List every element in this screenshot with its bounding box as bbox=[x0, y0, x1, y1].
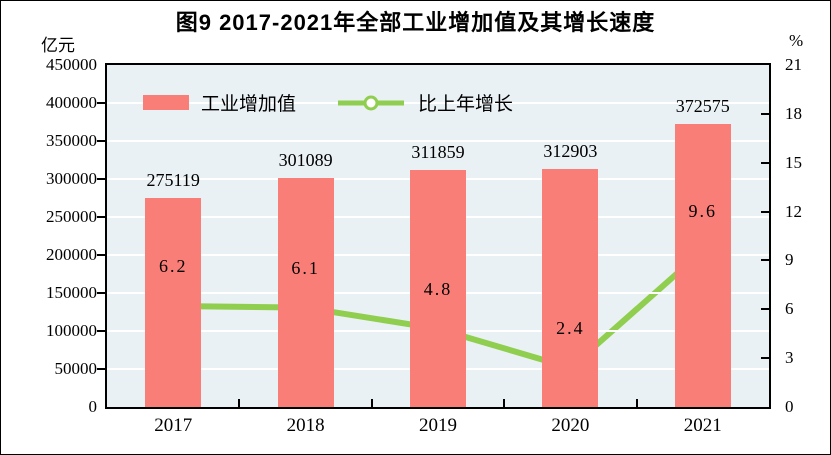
line-value-label: 6.1 bbox=[291, 257, 320, 278]
line-value-label: 4.8 bbox=[423, 278, 453, 299]
right-axis-tick bbox=[761, 259, 769, 262]
line-value-label: 9.6 bbox=[688, 200, 718, 221]
right-axis-tick-label: 18 bbox=[785, 103, 802, 123]
left-axis-tick bbox=[97, 330, 105, 332]
right-axis-tick-label: 21 bbox=[785, 55, 802, 74]
x-axis-label-2021: 2021 bbox=[683, 415, 722, 436]
line-series-label: 比上年增长 bbox=[418, 94, 514, 115]
gridline bbox=[107, 140, 769, 142]
left-axis-tick bbox=[97, 216, 105, 218]
x-axis-tick bbox=[370, 399, 373, 407]
x-axis-label-2018: 2018 bbox=[286, 415, 325, 436]
right-axis-tick bbox=[761, 308, 769, 311]
left-axis-tick-label: 50000 bbox=[54, 359, 98, 378]
left-axis-tick bbox=[97, 140, 105, 142]
bar-value-label: 372575 bbox=[675, 95, 730, 116]
left-axis-tick-label: 100000 bbox=[46, 321, 97, 340]
right-axis-tick bbox=[761, 357, 769, 360]
right-axis-unit-label: % bbox=[789, 31, 804, 50]
right-axis-tick-label: 15 bbox=[785, 152, 802, 172]
left-axis-tick-label: 200000 bbox=[46, 245, 97, 264]
bar-value-label: 312903 bbox=[543, 141, 598, 162]
right-axis-tick-label: 6 bbox=[785, 299, 794, 319]
legend-item-growth-rate: 比上年增长 bbox=[336, 89, 513, 116]
bar-2021 bbox=[674, 123, 731, 407]
right-axis-tick-label: 3 bbox=[785, 348, 794, 368]
x-axis-tick bbox=[503, 399, 506, 407]
legend-item-industrial-value: 工业增加值 bbox=[143, 89, 296, 116]
bar-value-label: 275119 bbox=[146, 169, 200, 190]
bar-2017 bbox=[145, 197, 202, 407]
x-axis-label-2020: 2020 bbox=[551, 415, 590, 436]
line-value-label: 6.2 bbox=[158, 256, 188, 277]
bar-series-label: 工业增加值 bbox=[201, 94, 297, 115]
left-axis-tick-label: 400000 bbox=[46, 93, 97, 112]
bar-2018 bbox=[277, 178, 334, 407]
right-axis-tick-label: 0 bbox=[785, 397, 794, 416]
left-axis-tick bbox=[97, 368, 105, 370]
right-axis-tick-label: 12 bbox=[785, 201, 802, 221]
x-axis-tick bbox=[238, 399, 241, 407]
x-axis-label-2019: 2019 bbox=[419, 415, 457, 436]
left-axis-tick bbox=[97, 102, 105, 104]
left-axis-tick bbox=[97, 178, 105, 180]
right-axis-tick bbox=[761, 210, 769, 213]
left-axis-tick-label: 0 bbox=[88, 397, 98, 416]
chart-title: 图9 2017-2021年全部工业增加值及其增长速度 bbox=[175, 10, 656, 35]
bar-value-label: 301089 bbox=[278, 150, 333, 171]
right-axis-tick-label: 9 bbox=[785, 250, 794, 270]
x-axis-tick bbox=[635, 399, 638, 407]
left-axis-unit-label: 亿元 bbox=[41, 36, 75, 55]
left-axis-tick-label: 250000 bbox=[46, 207, 97, 226]
left-axis-tick-label: 300000 bbox=[46, 169, 97, 188]
line-value-label: 2.4 bbox=[556, 317, 585, 338]
line-series-sample-icon bbox=[338, 95, 405, 110]
right-axis-tick bbox=[761, 112, 769, 115]
left-axis-tick bbox=[97, 292, 105, 294]
left-axis-tick-label: 450000 bbox=[46, 55, 97, 74]
bar-series-swatch bbox=[143, 95, 189, 110]
left-axis-tick-label: 150000 bbox=[46, 283, 97, 302]
bar-2019 bbox=[410, 169, 466, 407]
bar-value-label: 311859 bbox=[411, 141, 465, 162]
left-axis-tick bbox=[97, 254, 105, 256]
gridline bbox=[107, 102, 769, 104]
left-axis-tick-label: 350000 bbox=[46, 131, 97, 150]
legend: 工业增加值 比上年增长 bbox=[143, 89, 513, 116]
x-axis-label-2017: 2017 bbox=[154, 415, 193, 436]
bar-2020 bbox=[542, 169, 599, 407]
right-axis-tick bbox=[761, 161, 769, 164]
